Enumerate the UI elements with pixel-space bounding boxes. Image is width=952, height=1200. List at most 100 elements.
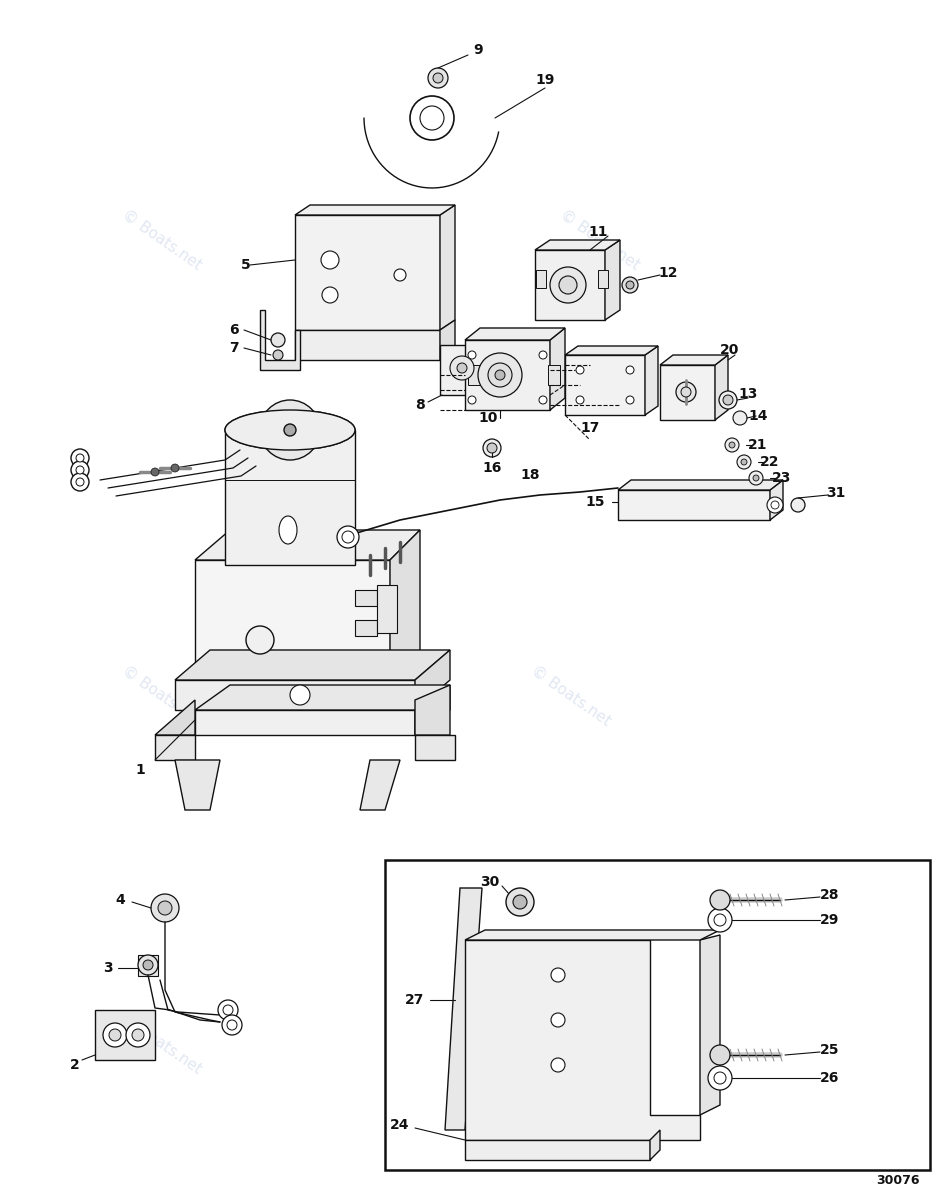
Bar: [468, 365, 480, 385]
Circle shape: [468, 396, 476, 404]
Circle shape: [708, 908, 732, 932]
Circle shape: [576, 396, 584, 404]
Circle shape: [321, 251, 339, 269]
Text: © Boats.net: © Boats.net: [119, 664, 205, 728]
Polygon shape: [445, 888, 482, 1130]
Circle shape: [506, 888, 534, 916]
Circle shape: [76, 466, 84, 474]
Circle shape: [626, 366, 634, 374]
Ellipse shape: [279, 516, 297, 544]
Polygon shape: [660, 355, 728, 365]
Text: 9: 9: [473, 43, 483, 56]
Polygon shape: [175, 760, 220, 810]
Circle shape: [71, 461, 89, 479]
Text: 28: 28: [821, 888, 840, 902]
Text: 7: 7: [229, 341, 239, 355]
Circle shape: [223, 1006, 233, 1015]
Text: 1: 1: [135, 763, 145, 778]
Polygon shape: [618, 480, 783, 490]
Bar: [536, 270, 546, 288]
Polygon shape: [175, 680, 415, 710]
Text: 14: 14: [748, 409, 767, 422]
Circle shape: [710, 1045, 730, 1066]
Polygon shape: [535, 250, 605, 320]
Circle shape: [539, 396, 547, 404]
Polygon shape: [605, 240, 620, 320]
Polygon shape: [660, 365, 715, 420]
Polygon shape: [715, 355, 728, 420]
Text: 26: 26: [821, 1070, 840, 1085]
Text: 4: 4: [115, 893, 125, 907]
Polygon shape: [225, 430, 355, 565]
Bar: [598, 270, 608, 288]
Polygon shape: [465, 940, 700, 1140]
Polygon shape: [645, 346, 658, 415]
Text: 5: 5: [241, 258, 251, 272]
Circle shape: [559, 276, 577, 294]
Circle shape: [342, 530, 354, 542]
Circle shape: [723, 395, 733, 404]
Text: 17: 17: [581, 421, 600, 434]
Text: © Boats.net: © Boats.net: [662, 1012, 747, 1076]
Circle shape: [478, 353, 522, 397]
Text: © Boats.net: © Boats.net: [119, 208, 205, 272]
Circle shape: [495, 370, 505, 380]
Circle shape: [551, 1058, 565, 1072]
Bar: [377, 584, 397, 634]
Polygon shape: [415, 685, 450, 734]
Polygon shape: [700, 935, 720, 1115]
Polygon shape: [465, 930, 720, 940]
Circle shape: [737, 455, 751, 469]
Circle shape: [428, 68, 448, 88]
Circle shape: [551, 1013, 565, 1027]
Text: © Boats.net: © Boats.net: [528, 664, 614, 728]
Bar: [138, 955, 158, 976]
Text: 27: 27: [406, 994, 425, 1007]
Polygon shape: [465, 340, 550, 410]
Circle shape: [771, 502, 779, 509]
Polygon shape: [565, 346, 658, 355]
Bar: [548, 365, 560, 385]
Circle shape: [719, 391, 737, 409]
Circle shape: [483, 439, 501, 457]
Polygon shape: [295, 205, 455, 215]
Text: 13: 13: [739, 386, 758, 401]
Text: 11: 11: [588, 226, 607, 239]
Text: © Boats.net: © Boats.net: [119, 1012, 205, 1076]
Polygon shape: [295, 330, 440, 360]
Polygon shape: [440, 346, 490, 395]
Circle shape: [457, 362, 467, 373]
Polygon shape: [565, 355, 645, 415]
Text: 15: 15: [585, 494, 605, 509]
Circle shape: [71, 473, 89, 491]
Ellipse shape: [225, 410, 355, 450]
Circle shape: [227, 1020, 237, 1030]
Circle shape: [151, 894, 179, 922]
Text: 6: 6: [229, 323, 239, 337]
Circle shape: [468, 350, 476, 359]
Polygon shape: [440, 205, 455, 330]
Polygon shape: [650, 1130, 660, 1160]
Circle shape: [714, 914, 726, 926]
Polygon shape: [260, 310, 300, 370]
Circle shape: [433, 73, 443, 83]
Bar: [385, 860, 930, 1170]
Circle shape: [450, 356, 474, 380]
Circle shape: [676, 382, 696, 402]
Circle shape: [275, 415, 305, 445]
Text: 8: 8: [415, 398, 425, 412]
Polygon shape: [95, 1010, 155, 1060]
Text: 30076: 30076: [877, 1174, 920, 1187]
Polygon shape: [175, 650, 450, 680]
Circle shape: [103, 1022, 127, 1046]
Circle shape: [273, 350, 283, 360]
Circle shape: [733, 410, 747, 425]
Circle shape: [337, 526, 359, 548]
Circle shape: [622, 277, 638, 293]
Circle shape: [753, 475, 759, 481]
Circle shape: [681, 386, 691, 397]
Text: 3: 3: [103, 961, 113, 974]
Text: 10: 10: [478, 410, 498, 425]
Text: 21: 21: [748, 438, 767, 452]
Circle shape: [539, 350, 547, 359]
